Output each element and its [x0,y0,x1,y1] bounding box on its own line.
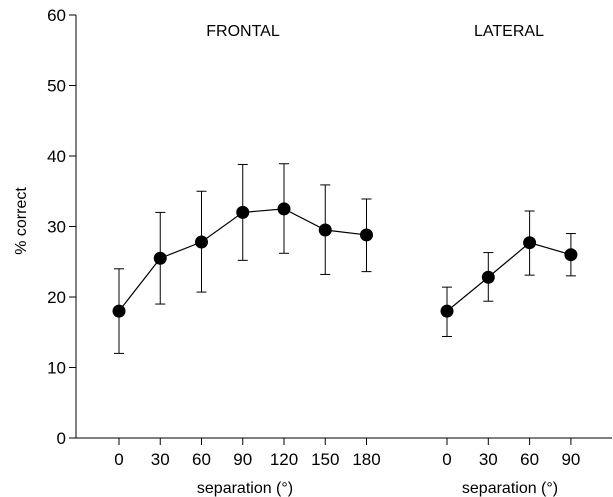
panel-title: LATERAL [474,23,544,40]
axes [75,15,612,439]
panel-frontal: FRONTAL 0 30 60 90 120 150 180 separation (°) [112,23,381,497]
data-point [153,251,167,265]
x-axis-title: separation (°) [197,480,293,497]
y-ticks: 0 10 20 30 40 50 60 [47,6,76,448]
x-tick-label: 180 [352,450,380,469]
x-tick-label: 90 [233,450,252,469]
data-point [277,202,291,216]
data-point [440,304,454,318]
y-tick-label: 10 [47,359,66,378]
y-tick-label: 40 [47,147,66,166]
x-tick-label: 0 [442,450,451,469]
x-tick-label: 60 [192,450,211,469]
data-point [318,223,332,237]
data-point [236,205,250,219]
series-line [446,242,572,312]
y-axis-title: % correct [13,187,30,255]
x-tick-label: 30 [151,450,170,469]
panel-title: FRONTAL [206,23,280,40]
x-tick-label: 0 [114,450,123,469]
y-tick-label: 50 [47,77,66,96]
data-point [360,228,373,242]
y-tick-label: 30 [47,218,66,237]
y-tick-label: 20 [47,288,66,307]
y-tick-label: 0 [57,429,66,448]
x-tick-label: 60 [520,450,539,469]
data-point [523,236,537,250]
x-tick-label: 90 [561,450,580,469]
x-tick-label: 150 [311,450,339,469]
x-tick-label: 30 [479,450,498,469]
data-point [564,248,578,262]
x-tick-label: 120 [270,450,298,469]
data-point [195,235,208,249]
data-point [112,304,126,318]
y-tick-label: 60 [47,6,66,25]
data-point [481,270,495,284]
x-axis-title: separation (°) [462,480,558,497]
